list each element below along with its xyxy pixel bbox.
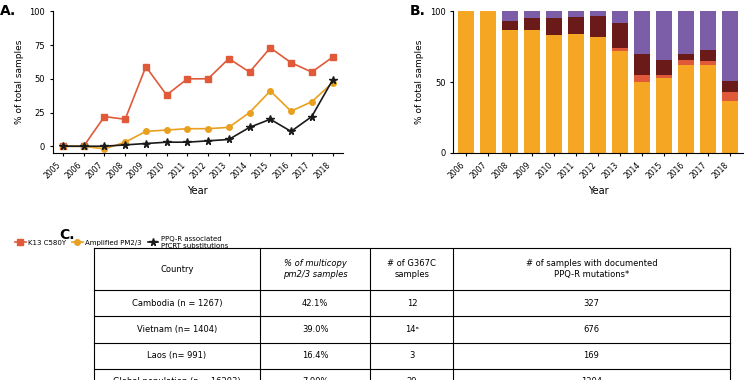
Bar bbox=[635, 82, 650, 153]
Text: Global population (n = 16203): Global population (n = 16203) bbox=[113, 377, 241, 380]
Bar bbox=[678, 65, 694, 153]
Bar bbox=[612, 11, 629, 23]
Bar bbox=[524, 30, 540, 153]
Text: 676: 676 bbox=[584, 325, 599, 334]
X-axis label: Year: Year bbox=[188, 186, 208, 196]
Bar bbox=[656, 11, 672, 60]
Text: 7.90%: 7.90% bbox=[302, 377, 328, 380]
Bar bbox=[701, 61, 716, 65]
Bar bbox=[502, 21, 518, 30]
Bar bbox=[569, 17, 584, 34]
Bar bbox=[722, 11, 738, 81]
Legend: K13 C580Y, Amplified PM2/3, PPQ-R associated
PfCRT substitutions: K13 C580Y, Amplified PM2/3, PPQ-R associ… bbox=[13, 233, 231, 252]
Bar bbox=[722, 101, 738, 153]
Bar bbox=[590, 37, 606, 153]
Text: 169: 169 bbox=[584, 351, 599, 360]
Bar bbox=[524, 19, 540, 30]
Text: Laos (n= 991): Laos (n= 991) bbox=[147, 351, 207, 360]
Y-axis label: % of total samples: % of total samples bbox=[415, 40, 424, 124]
Bar bbox=[678, 60, 694, 65]
Bar bbox=[656, 78, 672, 153]
Bar bbox=[701, 65, 716, 153]
Bar bbox=[481, 11, 496, 153]
Bar bbox=[612, 51, 629, 153]
Bar bbox=[547, 11, 562, 19]
Text: C.: C. bbox=[59, 228, 75, 242]
Bar bbox=[612, 23, 629, 48]
Bar bbox=[524, 11, 540, 19]
Bar bbox=[722, 92, 738, 101]
Text: # of G367C
samples: # of G367C samples bbox=[388, 260, 436, 279]
Bar bbox=[678, 11, 694, 54]
Text: A.: A. bbox=[0, 4, 17, 18]
Bar bbox=[701, 11, 716, 50]
Bar bbox=[569, 11, 584, 17]
Bar bbox=[656, 60, 672, 75]
Text: 16.4%: 16.4% bbox=[302, 351, 328, 360]
Text: B.: B. bbox=[409, 4, 426, 18]
Bar bbox=[635, 75, 650, 82]
Bar bbox=[612, 48, 629, 51]
Bar bbox=[458, 11, 475, 153]
Bar bbox=[678, 54, 694, 60]
Text: 12: 12 bbox=[406, 299, 417, 308]
Bar bbox=[722, 81, 738, 92]
Text: 29: 29 bbox=[406, 377, 417, 380]
Text: 3: 3 bbox=[409, 351, 415, 360]
X-axis label: Year: Year bbox=[588, 186, 608, 196]
Bar bbox=[701, 50, 716, 61]
Bar bbox=[547, 35, 562, 153]
Bar bbox=[635, 11, 650, 54]
Bar bbox=[547, 19, 562, 35]
Text: # of samples with documented
PPQ-R mutations*: # of samples with documented PPQ-R mutat… bbox=[526, 260, 657, 279]
Text: 42.1%: 42.1% bbox=[302, 299, 328, 308]
Text: Country: Country bbox=[160, 264, 194, 274]
Text: 327: 327 bbox=[584, 299, 599, 308]
Text: Cambodia (n = 1267): Cambodia (n = 1267) bbox=[131, 299, 222, 308]
Text: % of multicopy
pm2/3 samples: % of multicopy pm2/3 samples bbox=[283, 260, 348, 279]
Text: 39.0%: 39.0% bbox=[302, 325, 328, 334]
Y-axis label: % of total samples: % of total samples bbox=[14, 40, 23, 124]
Text: Vietnam (n= 1404): Vietnam (n= 1404) bbox=[137, 325, 217, 334]
Bar bbox=[502, 30, 518, 153]
Bar bbox=[590, 16, 606, 37]
Bar bbox=[502, 11, 518, 21]
Text: 14ᵃ: 14ᵃ bbox=[405, 325, 419, 334]
Bar bbox=[635, 54, 650, 75]
Bar bbox=[656, 75, 672, 78]
Bar bbox=[590, 11, 606, 16]
Text: 1204: 1204 bbox=[581, 377, 602, 380]
Bar bbox=[569, 34, 584, 153]
